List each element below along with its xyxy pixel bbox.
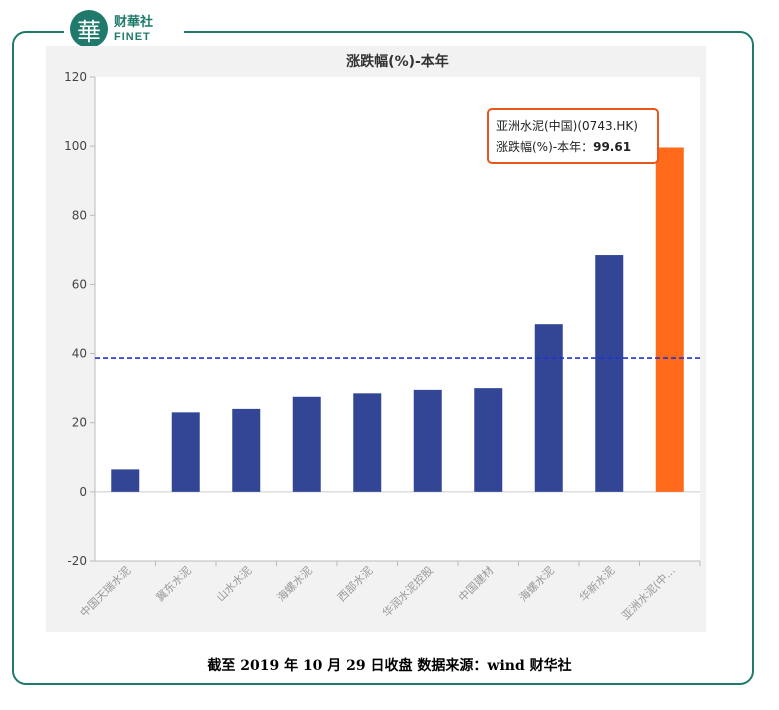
tooltip-value: 99.61 [593,140,631,154]
x-category-label: 亚洲水泥(中... [619,564,678,623]
y-tick-label: 40 [72,347,87,361]
bar [655,147,684,492]
x-category-label: 华新水泥 [576,563,617,604]
tooltip-line2: 涨跌幅(%)-本年：99.61 [496,139,631,154]
x-category-label: 西部水泥 [334,563,375,604]
x-category-label: 冀东水泥 [153,563,194,604]
y-tick-label: 60 [72,277,87,291]
bar [232,408,261,492]
brand-name-en: FINET [114,30,151,43]
tooltip-line1: 亚洲水泥(中国)(0743.HK) [496,118,638,133]
y-tick-label: 120 [64,70,87,84]
y-tick-label: 80 [72,208,87,222]
bar [474,388,503,492]
brand-logo: 華 财華社 FINET [64,6,184,52]
bar [534,324,563,492]
source-caption: 截至 2019 年 10 月 29 日收盘 数据来源：wind 财华社 [207,658,572,674]
bar [171,412,200,492]
bar [111,469,140,492]
x-category-label: 华润水泥控股 [379,563,436,620]
x-category-label: 中国建材 [455,563,496,604]
y-tick-label: 0 [79,485,87,499]
x-category-label: 山水水泥 [214,564,254,604]
tooltip-label: 涨跌幅(%)-本年： [496,139,593,154]
x-category-label: 海螺水泥 [516,563,557,604]
bar-chart: 涨跌幅(%)-本年 -20 0 20 40 60 80 100 120 中国天瑞水泥 冀东水泥 山水水… [64,53,701,623]
bar [353,393,382,492]
chart-title: 涨跌幅(%)-本年 [346,53,449,70]
y-tick-label: 20 [72,416,87,430]
bar [595,255,624,492]
brand-text: 财華社 FINET [114,16,153,43]
outer-frame [12,31,754,685]
bar [413,389,442,492]
y-tick-label: 100 [64,139,87,153]
tooltip-box [487,108,659,164]
brand-mark: 華 [70,10,108,48]
x-category-label: 海螺水泥 [274,563,315,604]
bar [292,396,321,492]
brand-name-cn: 财華社 [114,14,154,30]
x-category-label: 中国天瑞水泥 [77,563,134,620]
y-tick-label: -20 [67,554,87,568]
